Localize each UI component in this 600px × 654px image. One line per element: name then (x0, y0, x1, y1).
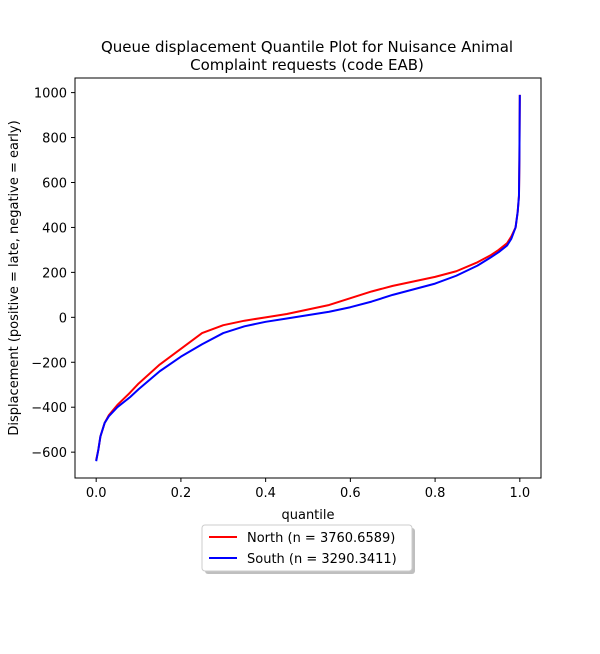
x-tick-label: 0.2 (171, 486, 192, 501)
chart-title-line-1: Queue displacement Quantile Plot for Nui… (101, 38, 513, 56)
x-tick-label: 0.0 (86, 486, 107, 501)
x-tick-label: 0.8 (425, 486, 446, 501)
legend-label-south: South (n = 3290.3411) (247, 552, 397, 567)
series-layer (95, 94, 521, 462)
x-tick-label: 0.4 (255, 486, 276, 501)
y-tick-label: 600 (42, 176, 67, 191)
x-tick-label: 1.0 (509, 486, 530, 501)
legend-label-north: North (n = 3760.6589) (247, 531, 395, 546)
y-tick-label: 800 (42, 132, 67, 147)
chart-title-line-2: Complaint requests (code EAB) (190, 56, 424, 74)
y-tick-label: 400 (42, 221, 67, 236)
x-tick-label: 0.6 (340, 486, 361, 501)
y-tick-label: −400 (31, 401, 67, 416)
x-axis-label: quantile (281, 508, 334, 523)
y-tick-label: −600 (31, 446, 67, 461)
series-line-south (95, 94, 521, 462)
y-tick-label: −200 (31, 356, 67, 371)
y-tick-label: 200 (42, 266, 67, 281)
y-axis-label: Displacement (positive = late, negative … (7, 120, 22, 435)
x-axis: 0.0 0.2 0.4 0.6 0.8 1.0 (86, 478, 530, 501)
series-line-north (95, 94, 521, 461)
plot-frame (74, 77, 542, 479)
y-tick-label: 1000 (34, 87, 67, 102)
y-tick-label: 0 (59, 311, 67, 326)
legend-box (201, 524, 413, 572)
y-axis: −600 −400 −200 0 200 400 600 800 1000 (31, 87, 75, 461)
legend: North (n = 3760.6589) South (n = 3290.34… (201, 524, 415, 574)
